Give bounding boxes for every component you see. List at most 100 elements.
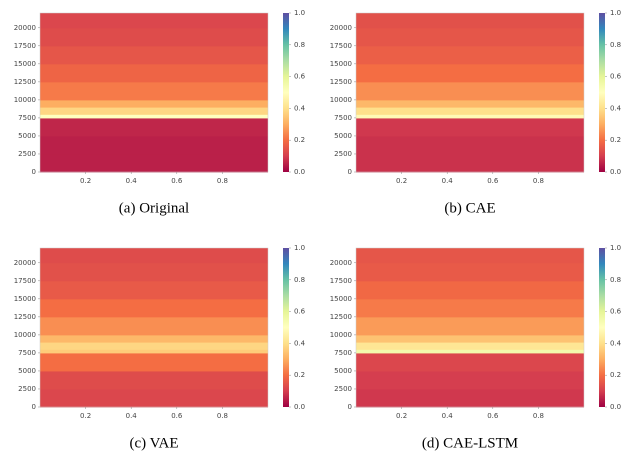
plot-frame xyxy=(355,247,585,408)
heatmap-band xyxy=(40,153,268,173)
x-tick-label: 0.4 xyxy=(442,412,454,420)
heatmap-band xyxy=(356,388,584,408)
heatmap-band xyxy=(40,135,268,155)
y-tick-label: 7500 xyxy=(334,349,352,357)
y-tick-label: 20000 xyxy=(330,259,352,267)
heatmap-band xyxy=(40,107,268,115)
heatmap-band xyxy=(40,13,268,29)
y-tick-label: 12500 xyxy=(14,313,36,321)
colorbar xyxy=(599,248,605,407)
heatmap-band xyxy=(40,117,268,137)
heatmap-band xyxy=(40,63,268,83)
colorbar-tick-label: 0.8 xyxy=(294,41,305,49)
heatmap-band xyxy=(356,349,584,354)
heatmap-band xyxy=(40,114,268,119)
plot-frame xyxy=(39,247,269,408)
x-tick-label: 0.2 xyxy=(80,412,91,420)
x-tick-label: 0.6 xyxy=(171,412,183,420)
y-tick-label: 15000 xyxy=(330,60,352,68)
y-tick-label: 5000 xyxy=(18,132,36,140)
y-tick-label: 7500 xyxy=(18,114,36,122)
heatmap-band xyxy=(356,248,584,264)
x-tick-label: 0.2 xyxy=(396,177,407,185)
heatmap-band xyxy=(356,27,584,47)
heatmap-band xyxy=(356,63,584,83)
y-tick-label: 7500 xyxy=(334,114,352,122)
y-tick-label: 2500 xyxy=(18,385,36,393)
y-tick-label: 7500 xyxy=(18,349,36,357)
plot-frame xyxy=(355,12,585,173)
y-tick-label: 10000 xyxy=(330,331,352,339)
y-tick-label: 12500 xyxy=(14,78,36,86)
heatmap-band xyxy=(40,352,268,372)
colorbar-tick-label: 0.8 xyxy=(610,276,621,284)
y-tick-label: 2500 xyxy=(334,150,352,158)
x-tick-label: 0.4 xyxy=(442,177,454,185)
colorbar-tick-label: 0.2 xyxy=(610,136,621,144)
heatmap-band xyxy=(356,280,584,300)
y-tick-label: 15000 xyxy=(330,295,352,303)
colorbar-tick-label: 0.6 xyxy=(610,73,622,81)
heatmap-band xyxy=(356,99,584,108)
x-tick-label: 0.2 xyxy=(396,412,407,420)
colorbar-tick-label: 0.2 xyxy=(294,136,305,144)
y-tick-label: 15000 xyxy=(14,295,36,303)
y-tick-label: 5000 xyxy=(334,132,352,140)
y-tick-label: 17500 xyxy=(330,277,352,285)
colorbar-tick-label: 0.4 xyxy=(610,104,622,112)
heatmap-band xyxy=(40,45,268,65)
heatmap-band xyxy=(356,81,584,101)
caption: (d) CAE-LSTM xyxy=(422,435,518,451)
heatmap-band xyxy=(356,262,584,282)
y-tick-label: 0 xyxy=(32,168,36,176)
y-tick-label: 10000 xyxy=(14,96,36,104)
y-tick-label: 20000 xyxy=(330,24,352,32)
heatmap-band xyxy=(40,298,268,318)
colorbar-tick-label: 1.0 xyxy=(294,9,305,17)
heatmap-band xyxy=(356,316,584,336)
y-tick-label: 12500 xyxy=(330,313,352,321)
colorbar-tick-label: 0.8 xyxy=(294,276,305,284)
x-tick-label: 0.2 xyxy=(80,177,91,185)
heatmap-band xyxy=(356,352,584,372)
colorbar-tick-label: 0.8 xyxy=(610,41,621,49)
heatmap-band xyxy=(40,316,268,336)
x-tick-label: 0.8 xyxy=(533,412,544,420)
colorbar-tick-label: 1.0 xyxy=(610,9,621,17)
colorbar-tick-label: 0.4 xyxy=(294,104,306,112)
heatmap-band xyxy=(356,45,584,65)
heatmap-band xyxy=(40,342,268,350)
y-tick-label: 0 xyxy=(348,168,352,176)
colorbar-tick-label: 0.6 xyxy=(294,73,306,81)
heatmap-band xyxy=(356,135,584,155)
y-tick-label: 0 xyxy=(32,403,36,411)
heatmap-band xyxy=(40,370,268,390)
y-tick-label: 2500 xyxy=(334,385,352,393)
heatmap-band xyxy=(356,342,584,350)
x-tick-label: 0.6 xyxy=(171,177,183,185)
heatmap-band xyxy=(356,370,584,390)
colorbar-tick-label: 0.4 xyxy=(294,339,306,347)
heatmap-band xyxy=(40,388,268,408)
heatmap-band xyxy=(356,114,584,119)
x-tick-label: 0.6 xyxy=(487,177,499,185)
y-tick-label: 5000 xyxy=(18,367,36,375)
colorbar-tick-label: 0.0 xyxy=(294,403,305,411)
heatmap-band xyxy=(40,99,268,108)
colorbar-tick-label: 0.6 xyxy=(610,308,622,316)
colorbar-tick-label: 0.6 xyxy=(294,308,306,316)
colorbar-tick-label: 0.2 xyxy=(610,371,621,379)
y-tick-label: 20000 xyxy=(14,259,36,267)
y-tick-label: 12500 xyxy=(330,78,352,86)
x-tick-label: 0.4 xyxy=(126,412,138,420)
heatmap-band xyxy=(356,107,584,115)
x-tick-label: 0.8 xyxy=(217,177,228,185)
x-tick-label: 0.6 xyxy=(487,412,499,420)
colorbar xyxy=(283,248,289,407)
colorbar-tick-label: 0.0 xyxy=(294,168,305,176)
y-tick-label: 2500 xyxy=(18,150,36,158)
colorbar xyxy=(599,13,605,172)
x-tick-label: 0.8 xyxy=(217,412,228,420)
heatmap-band xyxy=(356,13,584,29)
